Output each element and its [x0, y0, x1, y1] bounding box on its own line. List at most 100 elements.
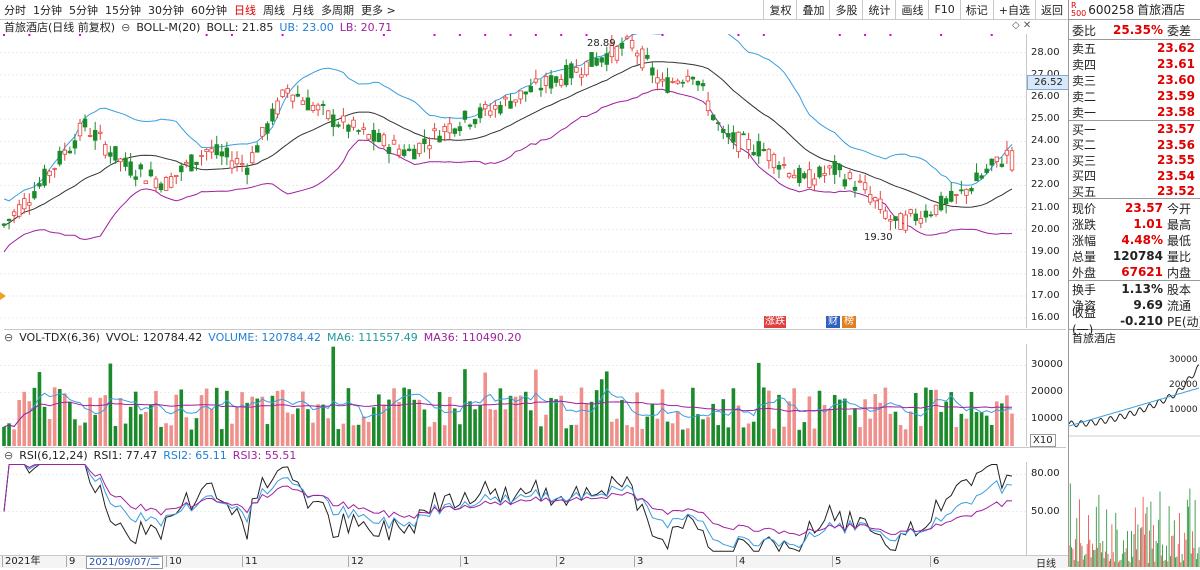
- quote-value: 9.69: [1133, 298, 1163, 312]
- tool-button-0[interactable]: 复权: [763, 0, 796, 19]
- candle-body: [650, 67, 655, 76]
- quote-label: 外盘: [1072, 265, 1097, 280]
- candle-body: [558, 79, 564, 86]
- window-controls[interactable]: ◇ ✕: [1012, 20, 1032, 31]
- quote-label: 卖三: [1072, 73, 1097, 88]
- candle-body: [305, 97, 311, 111]
- candle-body: [903, 214, 908, 231]
- event-dot: [534, 34, 537, 36]
- candle-body: [817, 166, 822, 178]
- mini-avg-line: [1069, 387, 1200, 427]
- intraday-mini-chart[interactable]: 30000 20000 10000: [1069, 344, 1200, 567]
- period-tab-0[interactable]: 分时: [4, 3, 26, 17]
- candle-body: [523, 91, 528, 95]
- candle-body: [645, 54, 650, 59]
- candle-body: [467, 124, 473, 127]
- stat-row: 收益(一) -0.210 PE(动): [1072, 306, 1200, 337]
- volume-bar: [959, 413, 964, 446]
- volume-bar: [468, 401, 472, 446]
- period-tab-9[interactable]: 多周期: [321, 3, 354, 17]
- period-tab-8[interactable]: 月线: [292, 3, 314, 17]
- volume-bar: [528, 410, 533, 446]
- gear-icon[interactable]: ⊖: [4, 330, 14, 344]
- tool-button-6[interactable]: 标记: [959, 0, 993, 19]
- candle-body: [700, 83, 706, 87]
- candle-body: [158, 183, 164, 191]
- stat-row: 现价 23.57 今开: [1072, 200, 1199, 216]
- volume-bar: [453, 408, 457, 446]
- volume-bar: [346, 388, 351, 446]
- candle-body: [797, 167, 802, 183]
- volume-bar: [736, 405, 741, 446]
- price-axis: 28.00 27.00 26.00 25.00 24.00 23.00 22.00 21.00…: [1026, 34, 1069, 328]
- period-tab-10[interactable]: 更多 >: [361, 3, 396, 17]
- volume-bar: [680, 429, 685, 446]
- boll-info: 首旅酒店(日线 前复权) ⊖ BOLL-M(20) BOLL: 21.85 UB…: [4, 20, 398, 35]
- volume-bar: [670, 423, 675, 446]
- gear-icon[interactable]: ⊖: [4, 448, 14, 462]
- price-axis-label: 25.00: [1031, 113, 1060, 125]
- volume-bar: [767, 390, 771, 446]
- gear-icon[interactable]: ⊖: [121, 20, 131, 34]
- rsi3-line: [3, 464, 1013, 537]
- period-tab-6[interactable]: 日线: [234, 3, 256, 17]
- volume-chart[interactable]: [0, 344, 1026, 446]
- tool-button-3[interactable]: 统计: [862, 0, 895, 19]
- volume-bar: [27, 401, 32, 446]
- quote-label-2: 量比: [1167, 249, 1192, 264]
- volume-indicator[interactable]: VOL-TDX(6,36): [19, 330, 100, 344]
- quote-value: 1.13%: [1121, 282, 1163, 296]
- stock-code: 600258: [1088, 2, 1135, 17]
- ask-row: 卖五 23.62: [1072, 40, 1199, 56]
- quote-value: 23.54: [1157, 168, 1195, 183]
- tool-button-4[interactable]: 画线: [895, 0, 928, 19]
- boll-mid-band: [3, 61, 1013, 226]
- period-tab-5[interactable]: 60分钟: [191, 3, 227, 17]
- volume-bar: [929, 389, 933, 446]
- volume-bar: [594, 390, 599, 446]
- volume-bar: [397, 401, 401, 446]
- tool-button-1[interactable]: 叠加: [796, 0, 829, 19]
- price-axis-label: 17.00: [1031, 289, 1060, 301]
- marker-zhangting[interactable]: 涨跌: [764, 316, 786, 328]
- date-scale-label[interactable]: 日线: [1036, 559, 1056, 570]
- volume-bar: [696, 414, 700, 446]
- period-tab-1[interactable]: 1分钟: [33, 3, 62, 17]
- candle-body: [634, 52, 640, 57]
- candle-body: [943, 198, 949, 204]
- volume-bar: [417, 399, 422, 446]
- volume-bar: [883, 387, 888, 446]
- tool-button-8[interactable]: 返回: [1035, 0, 1068, 19]
- candle-body: [832, 160, 837, 175]
- boll-indicator[interactable]: BOLL-M(20): [136, 20, 201, 34]
- rsi-chart[interactable]: [0, 462, 1026, 555]
- period-tab-7[interactable]: 周线: [263, 3, 285, 17]
- candle-body: [356, 130, 361, 132]
- candle-body: [108, 152, 113, 157]
- volume-bar: [255, 398, 260, 446]
- tool-button-2[interactable]: 多股: [829, 0, 862, 19]
- candle-body: [589, 52, 594, 67]
- period-tab-3[interactable]: 15分钟: [105, 3, 141, 17]
- volume-bar: [336, 429, 341, 446]
- chart-title: 首旅酒店(日线 前复权): [4, 21, 116, 34]
- bid-row: 买三 23.55: [1072, 152, 1199, 168]
- period-tab-2[interactable]: 5分钟: [69, 3, 98, 17]
- rsi-indicator[interactable]: RSI(6,12,24): [19, 448, 88, 462]
- volume-unit: X10: [1030, 434, 1056, 447]
- volume-bar: [640, 428, 645, 446]
- tool-button-7[interactable]: +自选: [992, 0, 1035, 19]
- volume-bar: [964, 418, 969, 446]
- volume-bar: [772, 428, 776, 446]
- candle-body: [923, 210, 929, 218]
- volume-bar: [225, 390, 229, 446]
- marker-rank[interactable]: 榜: [842, 316, 856, 328]
- marker-finance[interactable]: 财: [826, 316, 840, 328]
- candle-body: [47, 170, 52, 176]
- candlestick-chart[interactable]: [0, 34, 1026, 328]
- rsi-axis-label: 50.00: [1031, 505, 1060, 517]
- period-tab-4[interactable]: 30分钟: [148, 3, 184, 17]
- tool-button-5[interactable]: F10: [928, 0, 959, 19]
- volume-bar: [83, 422, 87, 446]
- quote-value: 23.56: [1157, 137, 1195, 152]
